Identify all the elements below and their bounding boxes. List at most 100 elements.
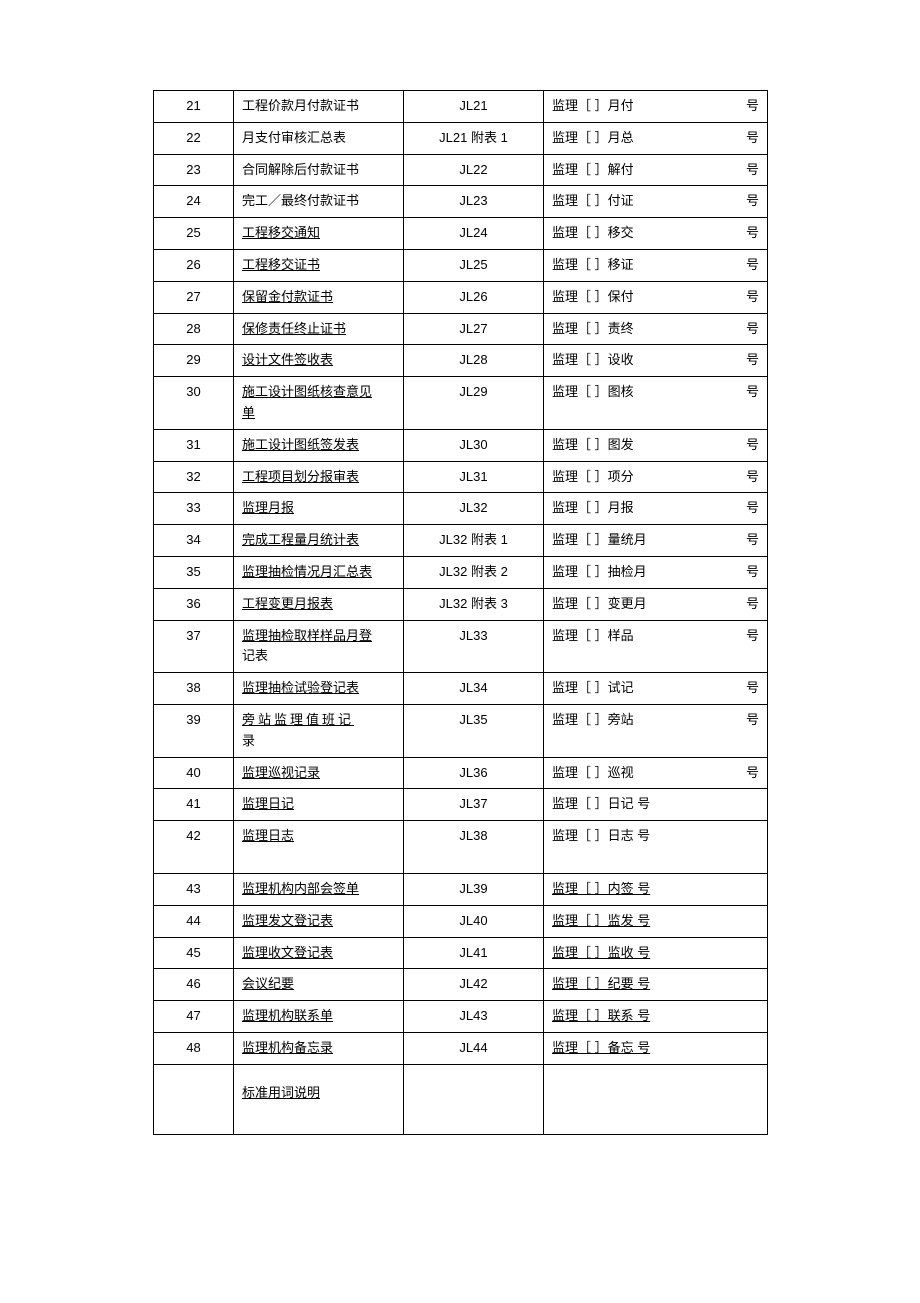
footer-title: 标准用词说明: [234, 1064, 404, 1134]
form-code: JL23: [404, 186, 544, 218]
form-name: 监理抽检试验登记表: [234, 673, 404, 705]
form-name: 监理日志: [234, 821, 404, 874]
form-number-label: 监理［ ］图发号: [544, 429, 768, 461]
form-code: JL34: [404, 673, 544, 705]
form-name: 施工设计图纸核查意见单: [234, 377, 404, 430]
row-number: 27: [154, 281, 234, 313]
row-number: 35: [154, 556, 234, 588]
form-number-label: 监理［ ］内签 号: [544, 873, 768, 905]
form-name: 工程移交证书: [234, 249, 404, 281]
form-number-label: 监理［ ］量统月号: [544, 525, 768, 557]
form-name: 监理机构联系单: [234, 1001, 404, 1033]
form-number-label: 监理［ ］纪要 号: [544, 969, 768, 1001]
row-number: 42: [154, 821, 234, 874]
form-name: 监理日记: [234, 789, 404, 821]
table-row: 24完工／最终付款证书JL23监理［ ］付证号: [154, 186, 768, 218]
form-number-label: 监理［ ］监发 号: [544, 905, 768, 937]
form-code: JL32 附表 3: [404, 588, 544, 620]
table-row: 41监理日记 JL37监理［ ］日记 号: [154, 789, 768, 821]
form-number-label: 监理［ ］变更月号: [544, 588, 768, 620]
forms-index-table: 21工程价款月付款证书JL21监理［ ］月付号22月支付审核汇总表JL21 附表…: [153, 90, 768, 1135]
row-number: 24: [154, 186, 234, 218]
form-code: JL26: [404, 281, 544, 313]
form-number-label: 监理［ ］备忘 号: [544, 1032, 768, 1064]
form-number-label: 监理［ ］设收号: [544, 345, 768, 377]
table-row: 25工程移交通知 JL24监理［ ］移交号: [154, 218, 768, 250]
form-code: JL21 附表 1: [404, 122, 544, 154]
form-number-label: 监理［ ］项分号: [544, 461, 768, 493]
row-number: 29: [154, 345, 234, 377]
form-code: JL25: [404, 249, 544, 281]
table-row: 39旁站监理值班记录JL35监理［ ］旁站号: [154, 704, 768, 757]
form-code: JL44: [404, 1032, 544, 1064]
form-name: 监理机构内部会签单: [234, 873, 404, 905]
form-number-label: 监理［ ］日记 号: [544, 789, 768, 821]
table-row: 43监理机构内部会签单 JL39监理［ ］内签 号: [154, 873, 768, 905]
table-row: 29设计文件签收表 JL28监理［ ］设收号: [154, 345, 768, 377]
form-name: 保修责任终止证书: [234, 313, 404, 345]
form-name: 合同解除后付款证书: [234, 154, 404, 186]
form-number-label: 监理［ ］移证号: [544, 249, 768, 281]
table-row: 47监理机构联系单 JL43监理［ ］联系 号: [154, 1001, 768, 1033]
form-number-label: 监理［ ］移交号: [544, 218, 768, 250]
table-row: 33监理月报 JL32监理［ ］月报号: [154, 493, 768, 525]
table-row: 27保留金付款证书 JL26监理［ ］保付号: [154, 281, 768, 313]
form-number-label: 监理［ ］样品号: [544, 620, 768, 673]
table-row: 42监理日志 JL38监理［ ］日志 号: [154, 821, 768, 874]
form-code: JL27: [404, 313, 544, 345]
footer-empty: [544, 1064, 768, 1134]
form-code: JL21: [404, 91, 544, 123]
form-code: JL42: [404, 969, 544, 1001]
form-number-label: 监理［ ］解付号: [544, 154, 768, 186]
row-number: 44: [154, 905, 234, 937]
table-row: 30施工设计图纸核查意见单JL29监理［ ］图核号: [154, 377, 768, 430]
form-name: 工程变更月报表: [234, 588, 404, 620]
row-number: 45: [154, 937, 234, 969]
row-number: 28: [154, 313, 234, 345]
footer-row: 标准用词说明: [154, 1064, 768, 1134]
row-number: 41: [154, 789, 234, 821]
form-name: 工程项目划分报审表: [234, 461, 404, 493]
table-row: 22月支付审核汇总表JL21 附表 1监理［ ］月总号: [154, 122, 768, 154]
row-number: 36: [154, 588, 234, 620]
form-number-label: 监理［ ］抽检月号: [544, 556, 768, 588]
row-number: 22: [154, 122, 234, 154]
table-row: 23合同解除后付款证书JL22监理［ ］解付号: [154, 154, 768, 186]
table-row: 40监理巡视记录 JL36监理［ ］巡视号: [154, 757, 768, 789]
form-number-label: 监理［ ］付证号: [544, 186, 768, 218]
row-number: 23: [154, 154, 234, 186]
form-name: 完工／最终付款证书: [234, 186, 404, 218]
form-name: 监理发文登记表: [234, 905, 404, 937]
table-row: 35监理抽检情况月汇总表JL32 附表 2监理［ ］抽检月号: [154, 556, 768, 588]
footer-empty: [404, 1064, 544, 1134]
table-row: 45监理收文登记表 JL41监理［ ］监收 号: [154, 937, 768, 969]
table-row: 26工程移交证书 JL25监理［ ］移证号: [154, 249, 768, 281]
form-name: 监理抽检取样样品月登记表: [234, 620, 404, 673]
form-number-label: 监理［ ］月总号: [544, 122, 768, 154]
form-code: JL31: [404, 461, 544, 493]
row-number: 43: [154, 873, 234, 905]
row-number: 39: [154, 704, 234, 757]
table-row: 38监理抽检试验登记表 JL34监理［ ］试记号: [154, 673, 768, 705]
form-name: 监理巡视记录: [234, 757, 404, 789]
form-name: 月支付审核汇总表: [234, 122, 404, 154]
form-code: JL38: [404, 821, 544, 874]
form-code: JL32 附表 2: [404, 556, 544, 588]
table-row: 34完成工程量月统计表 JL32 附表 1监理［ ］量统月号: [154, 525, 768, 557]
row-number: 46: [154, 969, 234, 1001]
row-number: 32: [154, 461, 234, 493]
form-number-label: 监理［ ］责终号: [544, 313, 768, 345]
form-code: JL29: [404, 377, 544, 430]
row-number: 48: [154, 1032, 234, 1064]
form-number-label: 监理［ ］旁站号: [544, 704, 768, 757]
row-number: 21: [154, 91, 234, 123]
form-code: JL30: [404, 429, 544, 461]
form-code: JL22: [404, 154, 544, 186]
form-number-label: 监理［ ］保付号: [544, 281, 768, 313]
table-row: 44监理发文登记表 JL40监理［ ］监发 号: [154, 905, 768, 937]
form-name: 监理抽检情况月汇总表: [234, 556, 404, 588]
table-row: 32工程项目划分报审表 JL31监理［ ］项分号: [154, 461, 768, 493]
form-name: 保留金付款证书: [234, 281, 404, 313]
table-row: 46会议纪要 JL42监理［ ］纪要 号: [154, 969, 768, 1001]
form-code: JL37: [404, 789, 544, 821]
